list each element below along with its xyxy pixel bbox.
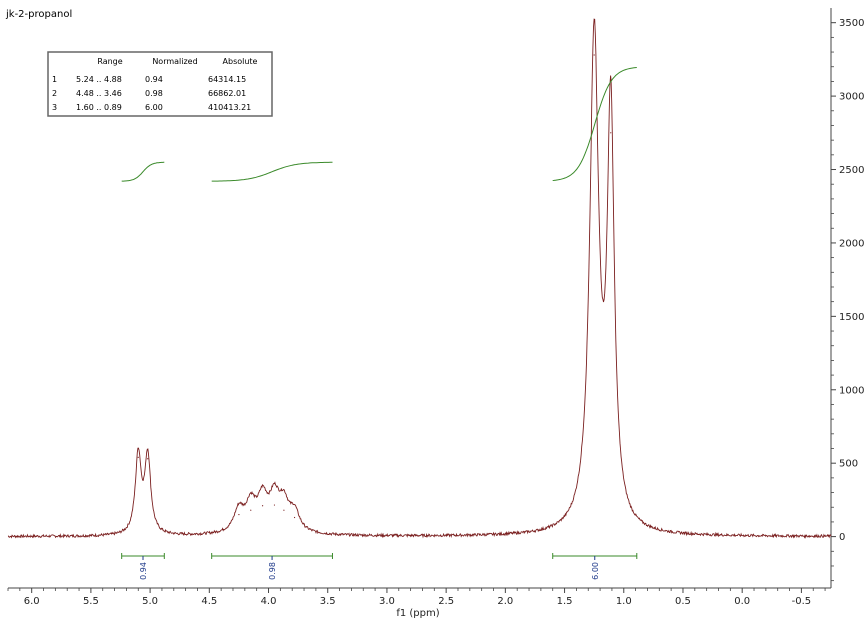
- peak-point: [261, 505, 264, 507]
- table-row-3-index: 3: [52, 103, 57, 112]
- y-tick-label: 0: [839, 532, 845, 543]
- table-row-3-range: 1.60 .. 0.89: [76, 103, 122, 112]
- peak-point: [273, 504, 276, 506]
- peak-point: [250, 509, 252, 511]
- x-tick-label: 3.0: [379, 596, 395, 607]
- y-tick-label: 3500: [839, 18, 864, 29]
- integral-value-label: 0.94: [139, 562, 148, 580]
- x-tick-label: 0.0: [734, 596, 750, 607]
- table-row-3-normalized: 6.00: [145, 103, 163, 112]
- x-tick-label: 5.0: [142, 596, 158, 607]
- table-row-1-absolute: 64314.15: [208, 75, 246, 84]
- peak-point: [293, 516, 296, 519]
- y-tick-label: 1000: [839, 385, 864, 396]
- table-header-absolute: Absolute: [223, 57, 258, 66]
- table-row-1-index: 1: [52, 75, 57, 84]
- chart-title: jk-2-propanol: [5, 9, 72, 20]
- y-tick-label: 2500: [839, 165, 864, 176]
- x-tick-label: 0.5: [675, 596, 691, 607]
- x-tick-label: 2.0: [497, 596, 513, 607]
- spectrum-line: [7, 18, 832, 539]
- x-tick-label: 6.0: [24, 596, 40, 607]
- x-tick-label: 4.0: [261, 596, 277, 607]
- y-tick-label: 500: [839, 459, 858, 470]
- x-tick-label: -0.5: [792, 596, 812, 607]
- integral-table: Range Normalized Absolute 1 5.24 .. 4.88…: [47, 51, 273, 117]
- table-row-2-range: 4.48 .. 3.46: [76, 89, 122, 98]
- plot-area: 6.0 5.5 5.0 4.5 4.0 3.5 3.0 2.5 2.0 1.5 1.0 0.5 0.0 -…: [7, 8, 864, 607]
- integral-curve: [552, 67, 637, 181]
- table-row-2-index: 2: [52, 89, 57, 98]
- integral-curve: [211, 161, 333, 182]
- y-tick-label: 1500: [839, 312, 864, 323]
- peak-point: [147, 458, 149, 460]
- x-tick-label: 4.5: [201, 596, 217, 607]
- x-tick-label: 5.5: [83, 596, 99, 607]
- table-row-2-normalized: 0.98: [145, 89, 163, 98]
- x-tick-label: 1.5: [557, 596, 573, 607]
- y-tick-label: 2000: [839, 238, 864, 249]
- peak-point: [238, 513, 240, 516]
- y-tick-label: 3000: [839, 92, 864, 103]
- x-axis-title: f1 (ppm): [396, 608, 439, 619]
- table-row-1-range: 5.24 .. 4.88: [76, 75, 122, 84]
- table-header-normalized: Normalized: [152, 57, 197, 66]
- table-row-3-absolute: 410413.21: [208, 103, 251, 112]
- x-tick-label: 2.5: [438, 596, 454, 607]
- table-row-1-normalized: 0.94: [145, 75, 163, 84]
- integral-value-label: 0.98: [268, 562, 277, 580]
- x-tick-label: 1.0: [616, 596, 632, 607]
- peak-point: [610, 132, 612, 134]
- table-row-2-absolute: 66862.01: [208, 89, 246, 98]
- peak-point: [593, 54, 595, 56]
- integral-table-frame: [47, 51, 273, 117]
- table-header-range: Range: [97, 57, 122, 66]
- integral-curve: [121, 161, 165, 182]
- peak-point: [283, 509, 285, 511]
- peak-point: [137, 456, 139, 458]
- x-tick-label: 3.5: [320, 596, 336, 607]
- integral-value-label: 6.00: [591, 562, 600, 580]
